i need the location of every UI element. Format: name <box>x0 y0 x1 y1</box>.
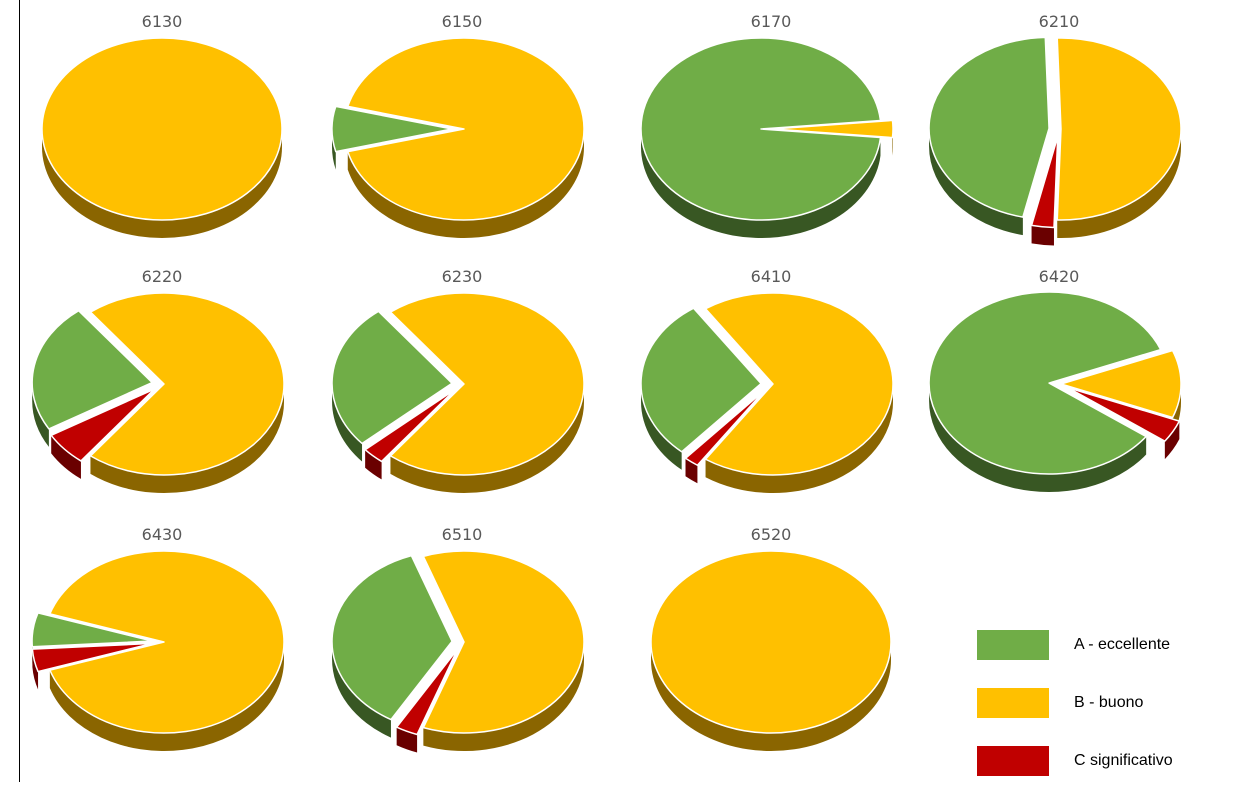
pie-chart-6150: 6150 <box>332 12 584 238</box>
legend-swatch-a <box>977 630 1049 660</box>
legend-label-b: B - buono <box>1074 694 1143 712</box>
pie-title-6520: 6520 <box>751 525 792 544</box>
pie-chart-6510: 6510 <box>332 525 584 752</box>
pie-title-6210: 6210 <box>1039 12 1080 31</box>
legend-swatch-c <box>977 746 1049 776</box>
pie-title-6220: 6220 <box>142 267 183 286</box>
pie-title-6170: 6170 <box>751 12 792 31</box>
pie-charts-grid: 6130 6150 6170 6210 6220 6230 6410 6420 6430 6510… <box>0 0 1257 782</box>
pie-chart-6430: 6430 <box>32 525 284 751</box>
pie-chart-6410: 6410 <box>641 267 893 493</box>
slice-b <box>42 38 282 220</box>
pie-title-6420: 6420 <box>1039 267 1080 286</box>
slice-side-c <box>1032 225 1054 245</box>
legend-swatch-b <box>977 688 1049 718</box>
pie-chart-6420: 6420 <box>929 267 1181 492</box>
pie-title-6510: 6510 <box>442 525 483 544</box>
pie-chart-6230: 6230 <box>332 267 584 493</box>
pie-title-6410: 6410 <box>751 267 792 286</box>
pie-chart-6220: 6220 <box>32 267 284 493</box>
pie-title-6430: 6430 <box>142 525 183 544</box>
pie-title-6130: 6130 <box>142 12 183 31</box>
pie-title-6150: 6150 <box>442 12 483 31</box>
legend-label-a: A - eccellente <box>1074 636 1170 654</box>
pie-chart-6210: 6210 <box>929 12 1181 245</box>
pie-chart-6520: 6520 <box>651 525 891 751</box>
pie-title-6230: 6230 <box>442 267 483 286</box>
pie-chart-6130: 6130 <box>42 12 282 238</box>
slice-b <box>651 551 891 733</box>
legend-label-c: C significativo <box>1074 752 1173 770</box>
pie-chart-6170: 6170 <box>641 12 893 238</box>
